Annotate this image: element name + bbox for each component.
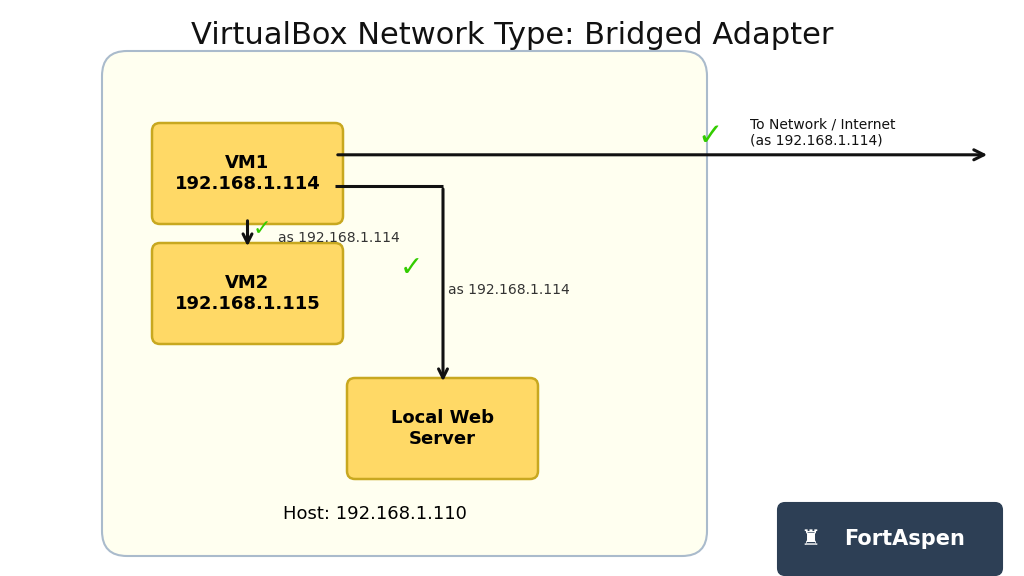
Text: VM1
192.168.1.114: VM1 192.168.1.114 [175, 154, 321, 193]
FancyBboxPatch shape [152, 243, 343, 344]
Text: VirtualBox Network Type: Bridged Adapter: VirtualBox Network Type: Bridged Adapter [190, 21, 834, 50]
Text: as 192.168.1.114: as 192.168.1.114 [278, 230, 399, 244]
Text: ✓: ✓ [399, 254, 423, 282]
Text: Host: 192.168.1.110: Host: 192.168.1.110 [283, 505, 467, 523]
FancyBboxPatch shape [347, 378, 538, 479]
FancyBboxPatch shape [102, 51, 707, 556]
Text: ♜: ♜ [800, 529, 820, 549]
Text: To Network / Internet
(as 192.168.1.114): To Network / Internet (as 192.168.1.114) [750, 118, 896, 148]
Text: ✓: ✓ [697, 122, 723, 151]
Text: as 192.168.1.114: as 192.168.1.114 [447, 283, 569, 297]
FancyBboxPatch shape [778, 503, 1002, 575]
Text: ✓: ✓ [253, 219, 271, 240]
FancyBboxPatch shape [152, 123, 343, 224]
Text: Local Web
Server: Local Web Server [391, 409, 494, 448]
Text: VM2
192.168.1.115: VM2 192.168.1.115 [175, 274, 321, 313]
Text: FortAspen: FortAspen [845, 529, 966, 549]
